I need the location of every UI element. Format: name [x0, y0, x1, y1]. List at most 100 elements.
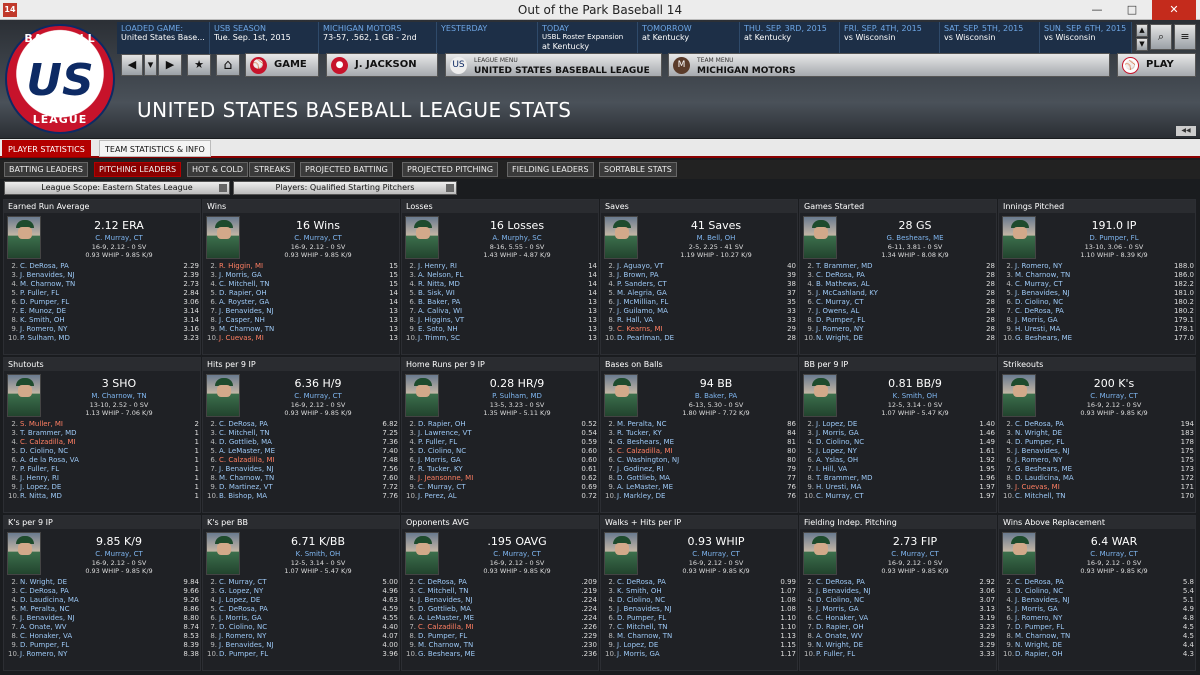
player-name-link[interactable]: J. Morris, GA [617, 650, 660, 658]
player-name-link[interactable]: B. Mathews, AL [816, 280, 870, 288]
leader-name-link[interactable]: B. Baker, PA [694, 392, 738, 400]
player-name-link[interactable]: D. Ciolino, NC [418, 447, 467, 455]
player-name-link[interactable]: T. Brammer, MD [816, 262, 873, 270]
player-name-link[interactable]: C. DeRosa, PA [1015, 307, 1064, 315]
scroll-down-button[interactable]: ▼ [1136, 38, 1148, 51]
player-name-link[interactable]: J. Benavides, NJ [219, 641, 274, 649]
player-name-link[interactable]: J. Romero, NY [219, 632, 267, 640]
tab-projected-batting[interactable]: PROJECTED BATTING [300, 162, 393, 177]
player-name-link[interactable]: J. Higgins, VT [418, 316, 465, 324]
schedule-strip[interactable]: THU. SEP. 3RD, 2015 at Kentucky [740, 22, 840, 54]
player-name-link[interactable]: R. Tucker, KY [418, 465, 463, 473]
player-name-link[interactable]: C. DeRosa, PA [418, 578, 467, 586]
player-name-link[interactable]: H. Uresti, MA [816, 483, 862, 491]
player-name-link[interactable]: D. Ciolino, NC [816, 596, 865, 604]
leader-name-link[interactable]: C. Murray, CT [493, 550, 541, 558]
player-name-link[interactable]: C. Mitchell, TN [219, 429, 270, 437]
player-name-link[interactable]: R. Tucker, KY [617, 429, 662, 437]
player-name-link[interactable]: N. Wright, DE [1015, 641, 1063, 649]
player-name-link[interactable]: D. Pumper, FL [20, 298, 70, 306]
player-name-link[interactable]: J. Benavides, NJ [20, 614, 75, 622]
player-photo[interactable] [604, 532, 638, 575]
player-name-link[interactable]: T. Brammer, MD [20, 429, 77, 437]
player-name-link[interactable]: C. DeRosa, PA [617, 578, 666, 586]
player-name-link[interactable]: B. Bishop, MA [219, 492, 268, 500]
schedule-strip[interactable]: YESTERDAY [437, 22, 538, 54]
play-button[interactable]: ⚾ PLAY [1117, 53, 1196, 77]
schedule-strip[interactable]: TODAY USBL Roster Expansion at Kentucky [538, 22, 638, 54]
player-name-link[interactable]: I. Hill, VA [816, 465, 848, 473]
player-name-link[interactable]: J. Benavides, NJ [418, 596, 473, 604]
player-name-link[interactable]: P. Sanders, CT [617, 280, 667, 288]
player-name-link[interactable]: J. Benavides, NJ [219, 307, 274, 315]
player-name-link[interactable]: D. Rapier, OH [418, 420, 466, 428]
player-name-link[interactable]: J. Morris, GA [219, 271, 262, 279]
player-name-link[interactable]: M. Peralta, NC [20, 605, 70, 613]
schedule-strip[interactable]: FRI. SEP. 4TH, 2015 vs Wisconsin [840, 22, 940, 54]
player-name-link[interactable]: D. Pumper, FL [816, 316, 866, 324]
player-name-link[interactable]: C. Murray, CT [816, 492, 864, 500]
player-name-link[interactable]: D. Pumper, FL [219, 650, 269, 658]
tab-projected-pitching[interactable]: PROJECTED PITCHING [402, 162, 499, 177]
player-name-link[interactable]: C. DeRosa, PA [20, 587, 69, 595]
player-name-link[interactable]: J. Morris, GA [219, 614, 262, 622]
player-name-link[interactable]: T. Brammer, MD [816, 474, 873, 482]
home-icon[interactable]: ⌂ [216, 54, 240, 76]
player-name-link[interactable]: R. Nitta, MD [418, 280, 460, 288]
player-name-link[interactable]: M. Charnow, TN [219, 325, 275, 333]
player-name-link[interactable]: M. Charnow, TN [1015, 632, 1071, 640]
player-name-link[interactable]: D. Gottlieb, MA [617, 474, 670, 482]
player-name-link[interactable]: J. Benavides, NJ [816, 587, 871, 595]
tab-hot-cold[interactable]: HOT & COLD [187, 162, 249, 177]
player-name-link[interactable]: P. Fuller, FL [816, 650, 856, 658]
player-name-link[interactable]: J. Romero, NY [1015, 262, 1063, 270]
player-name-link[interactable]: M. Alegria, GA [617, 289, 667, 297]
player-name-link[interactable]: M. Charnow, TN [617, 632, 673, 640]
player-name-link[interactable]: D. Ciolino, NC [617, 596, 666, 604]
schedule-strip[interactable]: SUN. SEP. 6TH, 2015 vs Wisconsin [1040, 22, 1132, 54]
minimize-button[interactable]: — [1091, 3, 1103, 16]
player-name-link[interactable]: C. Murray, CT [219, 578, 267, 586]
leader-name-link[interactable]: G. Beshears, ME [886, 234, 944, 242]
player-photo[interactable] [405, 374, 439, 417]
player-name-link[interactable]: G. Beshears, ME [418, 650, 476, 658]
player-name-link[interactable]: C. Mitchell, TN [617, 623, 668, 631]
player-name-link[interactable]: D. Gottlieb, MA [418, 605, 471, 613]
player-name-link[interactable]: J. Henry, RI [20, 474, 59, 482]
player-photo[interactable] [1002, 374, 1036, 417]
player-name-link[interactable]: J. Morris, GA [816, 429, 859, 437]
player-name-link[interactable]: N. Wright, DE [816, 334, 864, 342]
player-name-link[interactable]: E. Munoz, DE [20, 307, 67, 315]
player-photo[interactable] [803, 532, 837, 575]
player-name-link[interactable]: C. Washington, NJ [617, 456, 680, 464]
leader-name-link[interactable]: K. Smith, OH [295, 550, 341, 558]
player-name-link[interactable]: G. Beshears, ME [1015, 334, 1073, 342]
player-name-link[interactable]: A. de la Rosa, VA [20, 456, 79, 464]
player-photo[interactable] [7, 216, 41, 259]
schedule-strip[interactable]: LOADED GAME: United States Base... [117, 22, 210, 54]
player-name-link[interactable]: R. Hall, VA [617, 316, 654, 324]
player-photo[interactable] [206, 374, 240, 417]
player-name-link[interactable]: J. Lawrence, VT [418, 429, 472, 437]
search-icon[interactable]: ⌕ [1150, 24, 1172, 50]
tab-streaks[interactable]: STREAKS [249, 162, 296, 177]
player-photo[interactable] [7, 374, 41, 417]
player-name-link[interactable]: J. Trimm, SC [418, 334, 461, 342]
player-name-link[interactable]: D. Laudicina, MA [20, 596, 79, 604]
player-name-link[interactable]: M. Peralta, NC [617, 420, 667, 428]
player-name-link[interactable]: J. Romero, NY [20, 650, 68, 658]
collapse-icon[interactable]: ◀◀ [1176, 126, 1196, 136]
player-name-link[interactable]: E. Soto, NH [418, 325, 458, 333]
player-name-link[interactable]: J. Jeansonne, MI [418, 474, 474, 482]
tab-pitching-leaders[interactable]: PITCHING LEADERS [94, 162, 182, 177]
leader-name-link[interactable]: A. Murphy, SC [492, 234, 542, 242]
close-button[interactable]: ✕ [1152, 0, 1196, 20]
league-scope-dropdown[interactable]: League Scope: Eastern States League [4, 181, 230, 195]
player-name-link[interactable]: N. Wright, DE [816, 641, 864, 649]
player-name-link[interactable]: D. Rapier, OH [219, 289, 267, 297]
leader-name-link[interactable]: C. Murray, CT [95, 550, 143, 558]
player-name-link[interactable]: P. Fuller, FL [20, 465, 60, 473]
player-name-link[interactable]: J. McMillian, FL [617, 298, 669, 306]
player-photo[interactable] [604, 216, 638, 259]
player-name-link[interactable]: D. Rapier, OH [1015, 650, 1063, 658]
